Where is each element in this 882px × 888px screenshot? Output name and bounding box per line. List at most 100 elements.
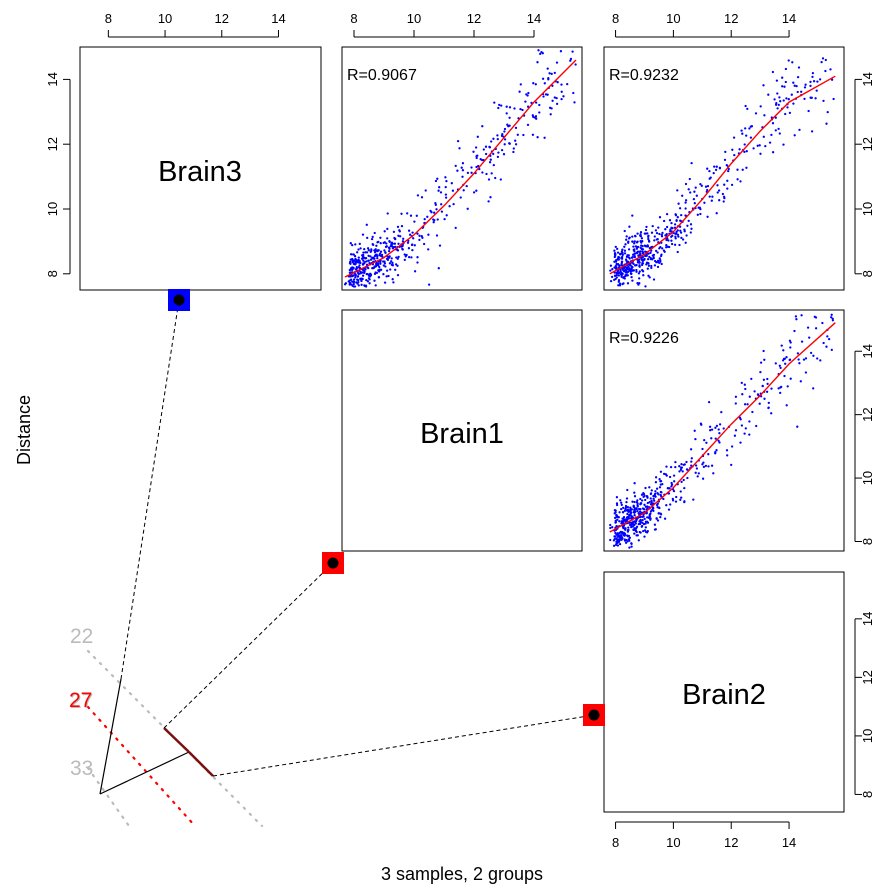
scatter-point (648, 246, 652, 250)
scatter-point (705, 441, 708, 444)
scatter-point (701, 447, 704, 451)
scatter-point (618, 535, 622, 539)
scatter-point (445, 214, 448, 217)
scatter-point (659, 254, 663, 258)
scatter-point (629, 506, 632, 509)
scatter-point (461, 162, 465, 165)
scatter-point (627, 534, 631, 538)
scatter-point (717, 428, 720, 431)
scatter-point (727, 167, 730, 171)
scatter-point (614, 264, 617, 268)
scatter-point (367, 249, 370, 252)
scatter-point (734, 395, 738, 398)
scatter-point (672, 489, 676, 493)
scatter-point (521, 108, 524, 112)
scatter-point (574, 63, 577, 66)
scatter-point (624, 527, 627, 530)
scatter-point (631, 214, 634, 217)
tick-label-top: 8 (612, 11, 619, 26)
scatter-point (435, 208, 438, 211)
scatter-point (628, 517, 631, 520)
scatter-point (407, 229, 411, 232)
scatter-point (638, 522, 642, 526)
scatter-point (822, 341, 825, 345)
scatter-point (639, 246, 642, 249)
scatter-point (759, 105, 762, 108)
scatter-point (668, 475, 672, 479)
scatter-point (615, 273, 618, 277)
scatter-point (514, 139, 517, 142)
scatter-point (376, 262, 380, 265)
scatter-point (440, 203, 443, 206)
scatter-point (680, 236, 683, 240)
scatter-point (512, 147, 515, 150)
scatter-point (796, 75, 800, 79)
scatter-point (391, 278, 394, 281)
scatter-point (660, 262, 663, 266)
scatter-point (493, 101, 496, 104)
scatter-point (734, 429, 738, 432)
scatter-point (620, 501, 623, 504)
scatter-point (496, 155, 500, 159)
scatter-point (351, 260, 354, 264)
r-value-brain3-brain2: R=0.9232 (609, 67, 679, 84)
scatter-point (524, 100, 527, 103)
scatter-point (377, 240, 380, 244)
scatter-point (609, 523, 612, 527)
level-label-22: 22 (70, 625, 93, 648)
scatter-point (412, 237, 415, 240)
scatter-point (360, 283, 363, 286)
scatter-point (777, 103, 780, 107)
scatter-point (566, 82, 569, 86)
scatter-point (376, 249, 379, 253)
scatter-point (620, 521, 624, 524)
scatter-point (543, 136, 546, 139)
scatter-point (674, 500, 678, 503)
scatter-point (690, 457, 693, 460)
dendrogram: 22 27 27 33 (69, 289, 605, 828)
scatter-point (644, 498, 647, 502)
scatter-point (374, 265, 377, 268)
scatter-point (744, 427, 747, 430)
scatter-point (532, 82, 535, 85)
scatter-point (787, 98, 790, 101)
scatter-point (387, 274, 390, 278)
scatter-point (633, 513, 636, 517)
scatter-point (676, 229, 679, 232)
scatter-point (638, 282, 641, 285)
scatter-point (771, 151, 775, 154)
scatter-point (367, 277, 371, 280)
scatter-point (372, 266, 375, 270)
scatter-point (798, 128, 801, 132)
scatter-point (712, 472, 715, 475)
x-axis-title: 3 samples, 2 groups (381, 864, 543, 884)
scatter-point (433, 219, 436, 222)
scatter-point (631, 500, 634, 503)
scatter-point (645, 520, 649, 523)
scatter-point (359, 247, 362, 250)
scatter-point (718, 166, 722, 169)
panel-brain1-vs-brain2 (603, 309, 845, 552)
scatter-point (814, 97, 817, 100)
scatter-point (625, 259, 628, 262)
scatter-point (555, 61, 559, 64)
scatter-point (362, 259, 365, 262)
scatter-point (508, 106, 512, 109)
scatter-point (372, 257, 375, 260)
scatter-point (637, 245, 640, 249)
scatter-point (664, 473, 667, 476)
scatter-point (401, 247, 404, 251)
scatter-point (640, 237, 644, 240)
scatter-point (434, 201, 437, 205)
scatter-point (743, 150, 746, 154)
scatter-point (636, 232, 639, 235)
scatter-point (503, 143, 506, 146)
scatter-point (690, 460, 693, 463)
scatter-point (477, 164, 480, 168)
scatter-point (683, 463, 686, 466)
scatter-point (803, 86, 807, 89)
scatter-point (349, 262, 352, 265)
scatter-point (646, 258, 650, 261)
scatter-point (352, 278, 356, 281)
connector-brain2 (212, 714, 595, 777)
